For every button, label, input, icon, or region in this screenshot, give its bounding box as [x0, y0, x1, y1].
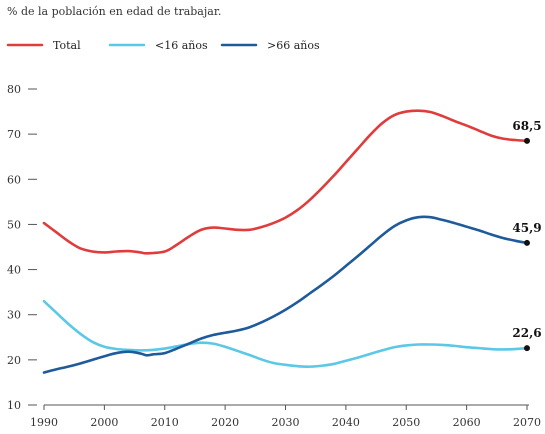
end-marker-1 [524, 345, 530, 352]
y-tick-label-80: 80 [7, 83, 21, 96]
y-tick-label-70: 70 [7, 128, 21, 141]
x-tick-label-2070: 2070 [513, 416, 541, 429]
y-tick-label-40: 40 [7, 264, 21, 277]
x-tick-label-2050: 2050 [392, 416, 420, 429]
legend-label-2: >66 años [267, 39, 320, 52]
x-tick-label-2040: 2040 [332, 416, 360, 429]
end-label-0: 68,5 [512, 119, 541, 133]
end-labels: 68,5 22,6 45,9 [512, 119, 542, 352]
chart-subtitle: % de la población en edad de trabajar. [7, 5, 222, 18]
y-tick-label-10: 10 [7, 399, 21, 412]
end-marker-0 [524, 137, 530, 144]
y-tick-label-20: 20 [7, 354, 21, 367]
y-tick-label-50: 50 [7, 218, 21, 231]
y-tick-label-30: 30 [7, 309, 21, 322]
legend: Total <16 años >66 años [6, 39, 320, 52]
series-line-2 [42, 215, 529, 374]
series-group [42, 109, 529, 374]
axes: 1990 2000 2010 2020 2030 2040 2050 2060 20701020… [7, 83, 541, 429]
end-label-2: 45,9 [512, 221, 541, 235]
end-marker-2 [524, 239, 530, 246]
x-tick-label-2060: 2060 [453, 416, 481, 429]
x-tick-label-2010: 2010 [151, 416, 179, 429]
x-tick-label-1990: 1990 [30, 416, 58, 429]
end-label-1: 22,6 [512, 326, 541, 340]
x-tick-label-2000: 2000 [90, 416, 118, 429]
series-line-1 [42, 299, 529, 368]
x-tick-label-2030: 2030 [272, 416, 300, 429]
y-tick-label-60: 60 [7, 173, 21, 186]
series-line-0 [42, 109, 529, 255]
legend-label-1: <16 años [155, 39, 208, 52]
x-tick-label-2020: 2020 [211, 416, 239, 429]
legend-label-0: Total [53, 39, 81, 52]
